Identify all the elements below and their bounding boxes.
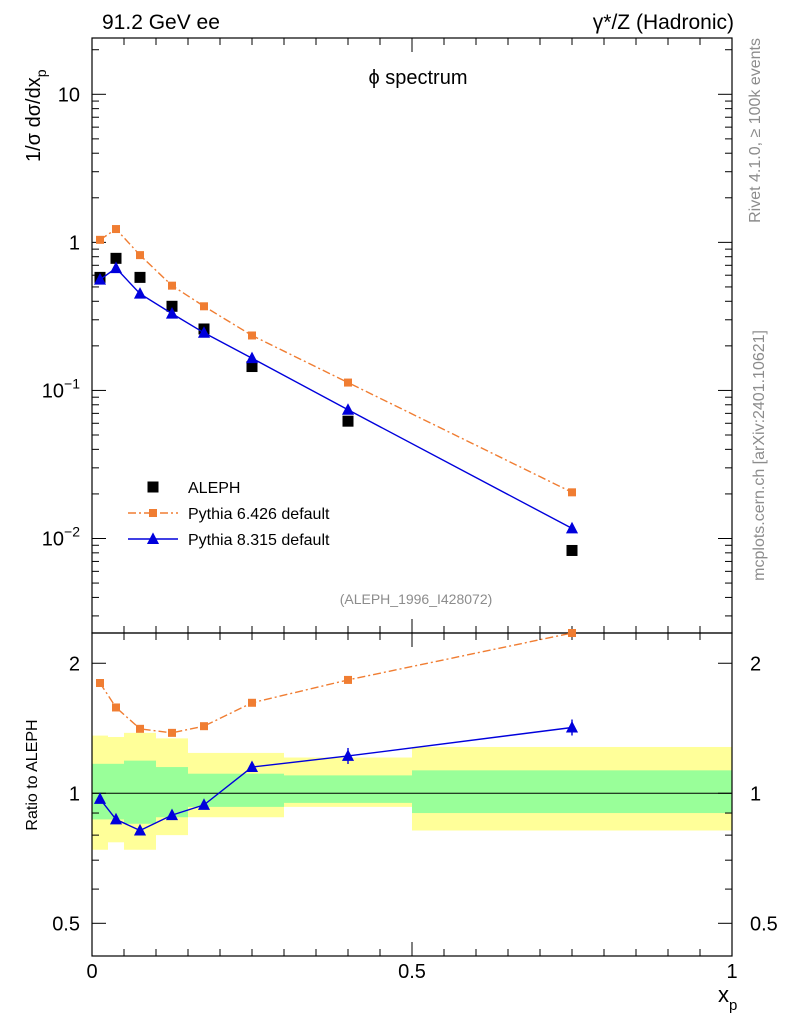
main-panel: 10 1 10−1 10−2 ϕ spectrum (ALEPH_1996_I4280… — [23, 37, 733, 634]
ratio-point-pythia-6-426-default — [96, 679, 104, 688]
point-pythia-8-315-default — [245, 351, 259, 364]
y-tick-label-main: 10 — [58, 84, 80, 106]
y-tick-label-ratio-right: 2 — [750, 653, 761, 675]
x-axis-label: xp — [718, 982, 737, 1014]
data-point-aleph — [166, 300, 178, 312]
ratio-point-pythia-8-315-default — [93, 792, 107, 804]
ratio-point-pythia-6-426-default — [248, 698, 256, 707]
x-tick-label: 1 — [726, 961, 737, 983]
y-axis-label-main-sub: p — [33, 69, 49, 77]
point-pythia-6-426-default — [168, 281, 176, 290]
uncertainty-band-inner — [92, 763, 108, 820]
legend-marker — [149, 509, 157, 517]
point-pythia-8-315-default — [93, 273, 107, 285]
ratio-point-pythia-8-315-default — [197, 798, 211, 810]
point-pythia-6-426-default — [96, 235, 104, 244]
ratio-point-pythia-8-315-default — [133, 823, 147, 836]
ratio-point-pythia-8-315-default — [245, 760, 259, 773]
data-point-aleph — [246, 361, 258, 373]
y-axis-label-main: 1/σ dσ/dxp — [23, 69, 49, 162]
uncertainty-band-inner — [108, 763, 124, 820]
y-axis-label-main-text: 1/σ dσ/dx — [23, 77, 45, 162]
y-tick-label-ratio: 1 — [69, 783, 80, 805]
x-axis-label-text: x — [718, 982, 729, 1007]
point-pythia-6-426-default — [344, 378, 352, 387]
point-pythia-6-426-default — [200, 302, 208, 311]
rivet-label: Rivet 4.1.0, ≥ 100k events — [747, 38, 764, 223]
uncertainty-band-inner — [284, 775, 412, 803]
point-pythia-6-426-default — [248, 331, 256, 340]
point-pythia-8-315-default — [133, 287, 147, 299]
y-tick-label-main: 10−2 — [42, 523, 80, 550]
ratio-point-pythia-6-426-default — [344, 675, 352, 684]
ratio-point-pythia-6-426-default — [568, 629, 576, 637]
ratio-line-pythia-6-426-default — [99, 632, 573, 734]
uncertainty-band-inner — [412, 770, 732, 814]
ratio-point-pythia-8-315-default — [341, 749, 355, 761]
legend-label: Pythia 6.426 default — [188, 506, 330, 523]
line-pythia-6-426-default — [99, 228, 573, 493]
x-tick-label: 0 — [86, 961, 97, 983]
ratio-point-pythia-6-426-default — [112, 703, 120, 712]
data-point-aleph — [566, 544, 578, 556]
svg-text:1/σ dσ/dxp: 1/σ dσ/dxp — [23, 69, 49, 162]
y-tick-label-ratio-right: 0.5 — [750, 913, 778, 935]
y-tick-label-main: 10−1 — [42, 375, 80, 402]
legend-marker — [146, 532, 160, 544]
point-pythia-8-315-default — [109, 261, 123, 274]
legend-marker-data — [147, 481, 159, 493]
ratio-point-pythia-6-426-default — [200, 722, 208, 731]
point-pythia-8-315-default — [341, 403, 355, 415]
mcplots-label: mcplots.cern.ch [arXiv:2401.10621] — [751, 330, 768, 581]
point-pythia-6-426-default — [112, 225, 120, 234]
y-tick-label-main: 1 — [69, 232, 80, 254]
y-tick-label-ratio-right: 1 — [750, 783, 761, 805]
point-pythia-6-426-default — [568, 488, 576, 497]
legend-label: ALEPH — [188, 480, 240, 497]
point-pythia-8-315-default — [565, 521, 579, 534]
ratio-point-pythia-8-315-default — [165, 808, 179, 821]
x-tick-label: 0.5 — [398, 961, 426, 983]
point-pythia-8-315-default — [165, 307, 179, 319]
ratio-point-pythia-8-315-default — [565, 720, 579, 733]
data-point-aleph — [342, 415, 354, 427]
data-point-aleph — [134, 271, 146, 283]
legend: ALEPH Pythia 6.426 default Pythia 8.315 de… — [128, 480, 330, 549]
ratio-point-pythia-6-426-default — [136, 724, 144, 733]
ratio-panel: 2 2 1 1 0.5 0.5 Ratio to ALEPH — [24, 629, 778, 957]
x-axis-label-sub: p — [729, 997, 737, 1014]
uncertainty-band-inner — [220, 773, 284, 807]
uncertainty-band-inner — [124, 760, 156, 824]
y-axis-label-ratio: Ratio to ALEPH — [24, 719, 41, 830]
point-pythia-6-426-default — [136, 251, 144, 260]
point-pythia-8-315-default — [197, 326, 211, 338]
header-left: 91.2 GeV ee — [102, 11, 220, 34]
header-right: γ*/Z (Hadronic) — [593, 11, 734, 34]
plot-title: ϕ spectrum — [368, 67, 467, 89]
analysis-label: (ALEPH_1996_I428072) — [340, 591, 493, 607]
data-point-aleph — [110, 252, 122, 264]
ratio-point-pythia-8-315-default — [109, 812, 123, 825]
y-tick-label-ratio: 2 — [69, 653, 80, 675]
ratio-point-pythia-6-426-default — [168, 728, 176, 737]
legend-label: Pythia 8.315 default — [188, 532, 330, 549]
y-tick-label-ratio: 0.5 — [52, 913, 80, 935]
